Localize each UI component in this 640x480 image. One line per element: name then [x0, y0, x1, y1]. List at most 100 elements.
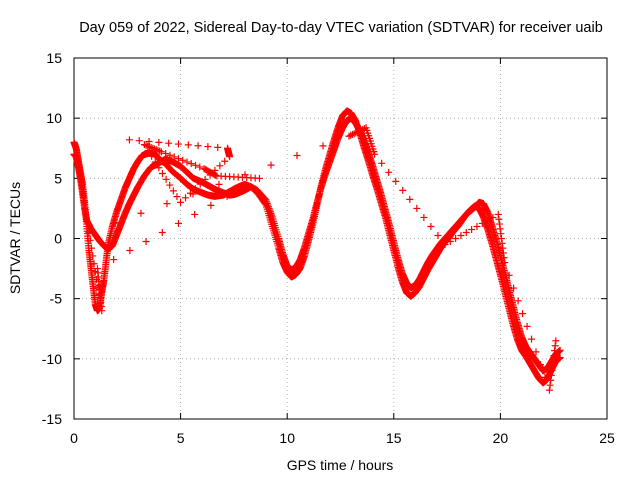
- data-point-outliers: [135, 137, 143, 145]
- data-point-outliers: [184, 141, 192, 149]
- data-point-outliers: [145, 143, 153, 151]
- y-tick-label: 0: [54, 231, 62, 247]
- x-tick-label: 20: [493, 430, 509, 446]
- data-point-outliers: [162, 175, 170, 183]
- data-point-outliers: [413, 204, 421, 212]
- data-point-outliers: [201, 176, 209, 184]
- data-point-outliers: [434, 231, 442, 239]
- data-point-outliers: [347, 131, 355, 139]
- data-point-outliers: [98, 307, 106, 315]
- data-point-outliers: [162, 150, 170, 158]
- data-point-outliers: [371, 150, 379, 158]
- data-point-outliers: [174, 155, 182, 163]
- data-point-track-b: [263, 198, 271, 206]
- data-point-outliers: [194, 142, 202, 150]
- data-point-outliers: [501, 259, 509, 267]
- y-tick-label: 15: [46, 50, 62, 66]
- data-point-outliers: [497, 235, 505, 242]
- data-point-track-b: [262, 196, 270, 204]
- data-point-outliers: [189, 190, 197, 198]
- data-point-outliers: [241, 171, 249, 179]
- data-point-outliers: [378, 159, 386, 167]
- data-point-outliers: [528, 335, 536, 343]
- data-point-outliers: [495, 215, 503, 223]
- data-point-outliers: [86, 236, 94, 244]
- data-point-outliers: [549, 361, 557, 369]
- chart-title: Day 059 of 2022, Sidereal Day-to-day VTE…: [79, 20, 603, 36]
- data-point-outliers: [359, 125, 367, 133]
- data-point-outliers: [226, 153, 234, 161]
- data-point-outliers: [498, 239, 506, 247]
- data-point-outliers: [142, 238, 150, 246]
- data-point-outliers: [548, 366, 556, 374]
- data-point-outliers: [267, 161, 275, 169]
- data-point-outliers: [85, 228, 93, 236]
- data-point-outliers: [144, 142, 152, 150]
- data-point-outliers: [519, 310, 527, 318]
- data-point-outliers: [163, 200, 171, 208]
- data-point-outliers: [550, 352, 558, 360]
- data-point-track-b: [264, 203, 272, 211]
- data-point-outliers: [496, 225, 504, 233]
- data-point-outliers: [96, 299, 104, 307]
- data-point-outliers: [174, 140, 182, 148]
- data-point-outliers: [549, 357, 557, 365]
- data-point-outliers: [125, 136, 133, 144]
- data-point-outliers: [166, 181, 174, 189]
- data-point-outliers: [319, 142, 327, 150]
- data-point-track-b: [266, 206, 274, 214]
- data-point-outliers: [547, 376, 555, 384]
- data-point-outliers: [532, 348, 540, 356]
- data-point-outliers: [177, 198, 185, 206]
- data-point-outliers: [462, 228, 470, 236]
- data-point-outliers: [505, 271, 513, 279]
- data-point-outliers: [239, 183, 247, 191]
- data-point-outliers: [452, 235, 460, 242]
- data-point-outliers: [166, 151, 174, 159]
- data-point-outliers: [514, 297, 522, 305]
- data-point-outliers: [499, 244, 507, 252]
- data-point-outliers: [468, 225, 476, 233]
- data-point-outliers: [484, 216, 492, 224]
- data-point-outliers: [392, 177, 400, 185]
- data-point-outliers: [499, 249, 507, 257]
- data-point-track-a: [556, 354, 564, 362]
- data-point-outliers: [547, 371, 555, 379]
- data-point-outliers: [192, 161, 200, 169]
- data-point-outliers: [427, 222, 435, 230]
- x-axis-label: GPS time / hours: [287, 457, 394, 473]
- data-point-outliers: [207, 201, 215, 209]
- data-point-outliers: [151, 158, 159, 166]
- data-point-outliers: [350, 130, 358, 138]
- data-point-outliers: [93, 275, 101, 283]
- data-point-outliers: [196, 180, 204, 188]
- y-tick-label: -15: [42, 411, 62, 427]
- x-tick-label: 15: [386, 430, 402, 446]
- data-point-outliers: [345, 132, 353, 140]
- data-point-outliers: [158, 170, 166, 178]
- data-point-outliers: [221, 157, 229, 165]
- data-point-outliers: [182, 194, 190, 202]
- data-point-outliers: [500, 254, 508, 262]
- data-point-outliers: [357, 126, 365, 134]
- data-point-outliers: [110, 256, 118, 264]
- data-point-outliers: [216, 162, 224, 170]
- data-point-outliers: [545, 386, 553, 394]
- data-point-outliers: [489, 213, 497, 221]
- data-point-outliers: [551, 347, 559, 355]
- data-point-outliers: [214, 143, 222, 151]
- data-point-outliers: [152, 146, 160, 154]
- data-point-outliers: [183, 158, 191, 166]
- grid-lines: [74, 58, 607, 419]
- data-point-outliers: [169, 187, 177, 195]
- data-point-outliers: [148, 152, 156, 160]
- data-point-outliers: [348, 131, 356, 139]
- data-point-outliers: [95, 291, 103, 299]
- data-point-outliers: [215, 180, 223, 188]
- data-point-outliers: [478, 219, 486, 227]
- data-point-outliers: [536, 361, 544, 369]
- data-point-outliers: [174, 219, 182, 227]
- data-point-outliers: [91, 268, 99, 276]
- data-point-outliers: [541, 373, 549, 381]
